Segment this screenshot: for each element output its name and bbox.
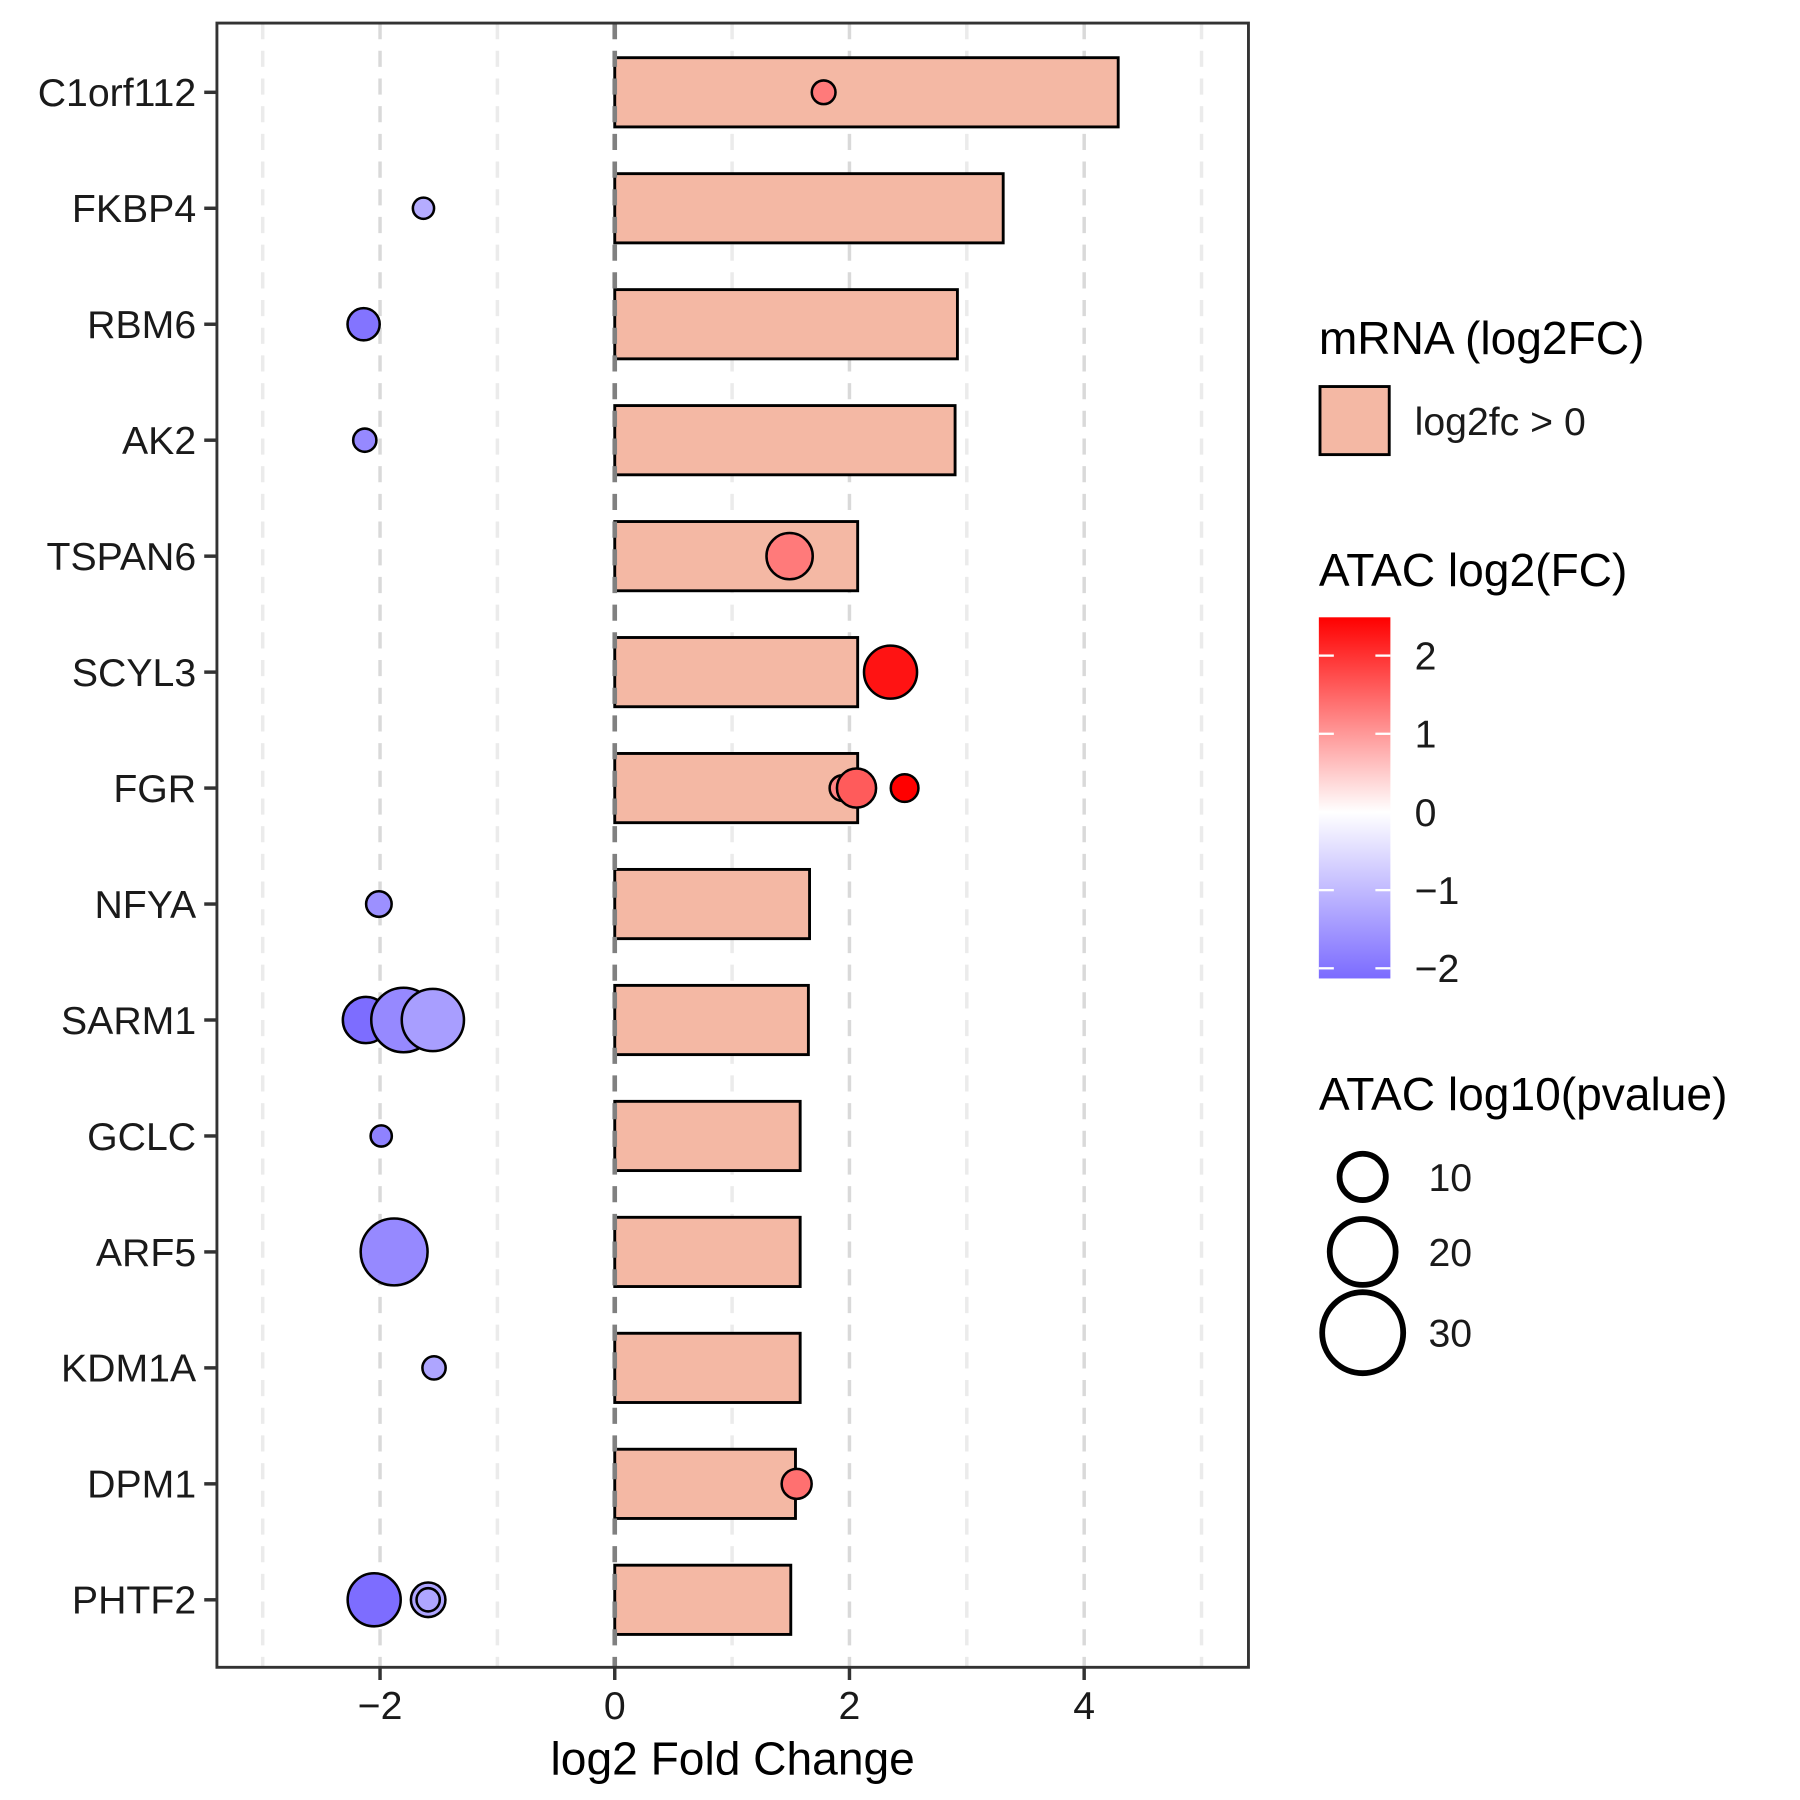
bars — [613, 56, 1120, 1636]
point-TSPAN6 — [765, 531, 814, 581]
point-FGR — [835, 767, 878, 809]
point-ARF5 — [359, 1217, 429, 1287]
bar-SARM1 — [613, 983, 810, 1057]
point-SARM1 — [400, 987, 466, 1053]
grid-lines — [260, 23, 1204, 1668]
point-KDM1A — [421, 1354, 447, 1381]
points — [341, 79, 920, 1628]
point-NFYA — [364, 889, 393, 919]
legend-size-title: ATAC log10(pvalue) — [1319, 1068, 1728, 1120]
point-SCYL3 — [862, 644, 919, 700]
colorbar-label: 0 — [1415, 791, 1437, 835]
bar-PHTF2 — [613, 1563, 793, 1636]
colorbar — [1318, 617, 1391, 979]
bar-SCYL3 — [613, 636, 860, 709]
legend-fill-title: mRNA (log2FC) — [1319, 312, 1645, 364]
y-tick-label: TSPAN6 — [46, 535, 196, 579]
point-AK2 — [351, 427, 378, 454]
panel-border — [215, 21, 1250, 1669]
y-tick-label: C1orf112 — [38, 71, 196, 115]
size-key-label: 30 — [1428, 1312, 1472, 1356]
y-tick-label: KDM1A — [61, 1347, 197, 1391]
y-tick-label: NFYA — [94, 883, 197, 927]
bar-DPM1 — [613, 1447, 797, 1520]
bar-C1orf112 — [613, 56, 1120, 129]
y-tick-label: DPM1 — [87, 1463, 196, 1507]
point-FGR — [889, 772, 920, 804]
point-PHTF2 — [415, 1586, 442, 1613]
size-key-circle — [1336, 1150, 1389, 1203]
x-tick-label: 2 — [839, 1684, 861, 1728]
colorbar-ticks: 2 1 0 −1 −2 — [1318, 634, 1460, 991]
point-RBM6 — [346, 306, 381, 342]
point-FKBP4 — [411, 196, 436, 221]
x-axis-title: log2 Fold Change — [551, 1733, 915, 1785]
legend-fill-label: log2fc > 0 — [1415, 400, 1586, 444]
bar-FKBP4 — [613, 172, 1005, 245]
x-tick-label: 4 — [1073, 1684, 1095, 1728]
bar-AK2 — [613, 404, 957, 477]
size-key-label: 20 — [1428, 1231, 1472, 1275]
y-tick-label: AK2 — [122, 419, 196, 463]
y-tick-label: PHTF2 — [72, 1579, 196, 1623]
bar-RBM6 — [613, 288, 959, 361]
y-tick-label: SARM1 — [61, 999, 196, 1043]
y-tick-label: SCYL3 — [72, 651, 196, 695]
bar-NFYA — [613, 867, 812, 941]
colorbar-label: −2 — [1415, 947, 1460, 991]
bar-ARF5 — [613, 1215, 802, 1288]
bar-TSPAN6 — [613, 520, 860, 593]
point-PHTF2 — [346, 1572, 402, 1628]
colorbar-label: −1 — [1415, 869, 1460, 913]
y-tick-label: ARF5 — [96, 1231, 196, 1275]
x-tick-label: −2 — [358, 1684, 403, 1728]
bar-GCLC — [613, 1099, 802, 1173]
colorbar-label: 1 — [1415, 713, 1437, 757]
point-DPM1 — [780, 1467, 813, 1501]
size-key-circle — [1326, 1216, 1399, 1288]
colorbar-label: 2 — [1415, 634, 1437, 678]
y-tick-label: RBM6 — [87, 303, 196, 347]
size-key-label: 10 — [1428, 1156, 1472, 1200]
legend-color-title: ATAC log2(FC) — [1319, 544, 1628, 596]
bar-KDM1A — [613, 1331, 802, 1404]
size-key-circle — [1319, 1289, 1407, 1377]
y-tick-label: GCLC — [87, 1115, 196, 1159]
legend-fill-key — [1318, 385, 1391, 457]
point-C1orf112 — [810, 79, 837, 106]
y-axis: C1orf112 FKBP4 RBM6 AK2 TSPAN6 SCYL3 FGR NFYA SA… — [38, 71, 217, 1623]
size-keys: 10 20 30 — [1319, 1150, 1472, 1377]
legend: mRNA (log2FC) log2fc > 0 ATAC log2(FC) 2… — [1318, 312, 1728, 1377]
point-GCLC — [369, 1124, 394, 1148]
x-tick-label: 0 — [604, 1684, 626, 1728]
y-tick-label: FGR — [113, 767, 196, 811]
y-tick-label: FKBP4 — [72, 187, 196, 231]
x-axis: −2 0 2 4 — [358, 1667, 1095, 1728]
bar-FGR — [613, 752, 860, 825]
